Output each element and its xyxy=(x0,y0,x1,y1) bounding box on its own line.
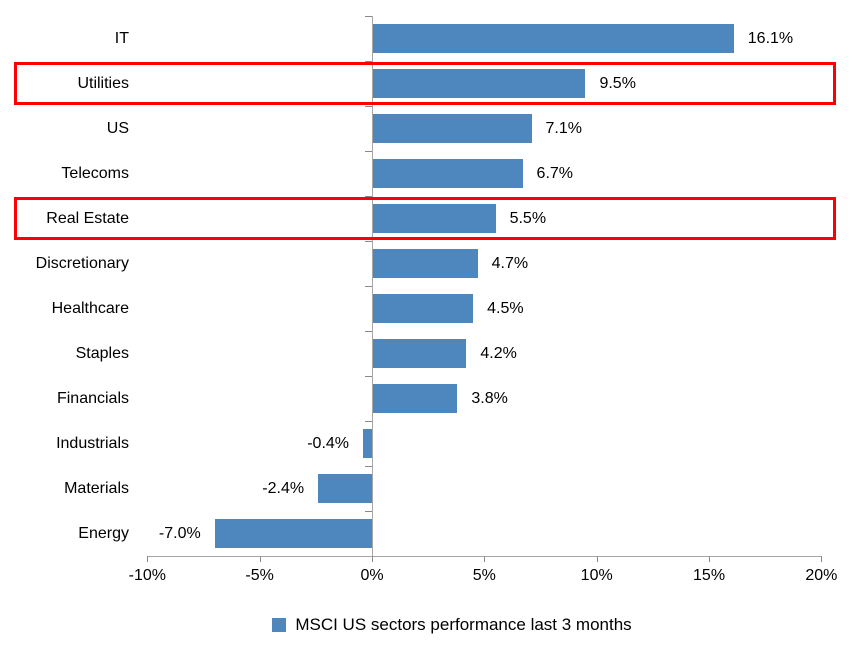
value-label: 4.5% xyxy=(487,300,524,317)
category-label: Staples xyxy=(75,345,129,362)
category-label: Energy xyxy=(78,525,129,542)
category-label: Real Estate xyxy=(46,210,129,227)
category-axis-tick xyxy=(365,241,372,242)
category-label: Telecoms xyxy=(61,165,129,182)
highlight-box xyxy=(14,62,836,105)
legend-label: MSCI US sectors performance last 3 month… xyxy=(295,615,632,634)
x-axis-tick-label: -10% xyxy=(128,567,166,584)
category-axis-tick xyxy=(365,106,372,107)
value-label: 7.1% xyxy=(545,120,582,137)
bar xyxy=(372,204,496,233)
value-label: 16.1% xyxy=(747,30,794,47)
value-label: -7.0% xyxy=(158,525,201,542)
category-label: US xyxy=(106,120,129,137)
category-label: IT xyxy=(114,30,129,47)
category-axis-tick xyxy=(365,16,372,17)
x-axis-tick xyxy=(596,556,598,562)
bar xyxy=(214,519,372,548)
category-label: Materials xyxy=(64,480,129,497)
bar xyxy=(372,159,523,188)
bar xyxy=(372,249,478,278)
bar xyxy=(318,474,372,503)
bar xyxy=(372,24,734,53)
x-axis-tick xyxy=(821,556,823,562)
value-label: -2.4% xyxy=(262,480,305,497)
x-axis-tick-label: -5% xyxy=(245,567,274,584)
category-label: Healthcare xyxy=(51,300,129,317)
category-axis-tick xyxy=(365,286,372,287)
category-label: Financials xyxy=(56,390,129,407)
category-axis-tick xyxy=(365,511,372,512)
category-axis-tick xyxy=(365,196,372,197)
value-label: 9.5% xyxy=(599,75,636,92)
value-label: 6.7% xyxy=(536,165,574,182)
category-axis-tick xyxy=(365,151,372,152)
value-label: -0.4% xyxy=(307,435,350,452)
chart-legend: MSCI US sectors performance last 3 month… xyxy=(52,610,852,640)
x-axis-tick xyxy=(484,556,486,562)
bar xyxy=(363,429,372,458)
category-label: Utilities xyxy=(77,75,129,92)
x-axis-tick xyxy=(259,556,261,562)
highlight-box xyxy=(14,197,836,240)
x-axis-tick xyxy=(147,556,149,562)
category-axis-tick xyxy=(365,331,372,332)
legend-marker-icon xyxy=(272,618,287,632)
x-axis-tick xyxy=(372,556,373,562)
category-label: Industrials xyxy=(56,435,129,452)
x-axis-tick-label: 5% xyxy=(472,567,496,584)
value-label: 5.5% xyxy=(509,210,547,227)
bar xyxy=(372,114,532,143)
x-axis-tick xyxy=(709,556,711,562)
zero-baseline xyxy=(372,16,373,556)
x-axis-tick-label: 10% xyxy=(580,567,613,584)
bar xyxy=(372,384,458,413)
bar xyxy=(372,294,474,323)
category-axis-tick xyxy=(365,376,372,377)
category-axis-tick xyxy=(365,466,372,467)
category-axis-tick xyxy=(365,61,372,62)
value-label: 3.8% xyxy=(471,390,508,407)
x-axis-tick-label: 15% xyxy=(693,567,726,584)
value-label: 4.2% xyxy=(480,345,517,362)
bar xyxy=(372,69,586,98)
category-axis-tick xyxy=(365,421,372,422)
x-axis-tick-label: 20% xyxy=(805,567,838,584)
value-label: 4.7% xyxy=(491,255,529,272)
x-axis-tick-label: 0% xyxy=(360,567,384,584)
category-label: Discretionary xyxy=(35,255,129,272)
bar xyxy=(372,339,467,368)
